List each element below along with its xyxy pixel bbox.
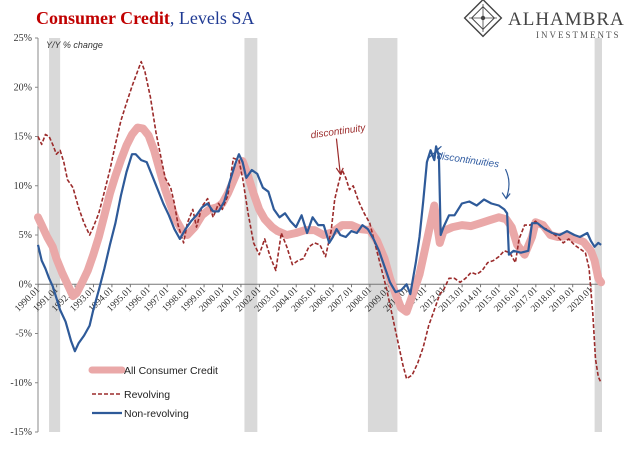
logo-diamond-icon (463, 0, 503, 38)
series-line-nonrev (36, 145, 602, 353)
y-tick-label: 0% (19, 279, 32, 290)
logo-subtitle: INVESTMENTS (536, 30, 621, 40)
y-tick-label: -15% (10, 427, 32, 438)
annotation-arrowhead (434, 145, 442, 155)
recession-bands (49, 38, 602, 432)
recession-band (49, 38, 61, 432)
annotation-arrowhead (335, 167, 344, 176)
chart-title: Consumer Credit, Levels SA (36, 8, 254, 28)
y-tick-label: 15% (14, 132, 32, 143)
logo: ALHAMBRA INVESTMENTS (463, 0, 625, 40)
legend-label-rev: Revolving (124, 389, 170, 401)
y-tick-label: -10% (10, 378, 32, 389)
legend-label-nonrev: Non-revolving (124, 408, 189, 420)
logo-name: ALHAMBRA (508, 9, 625, 30)
y-tick-label: 5% (19, 230, 32, 241)
y-axis-label: Y/Y % change (46, 40, 103, 50)
annotation-arrow (335, 138, 341, 174)
y-tick-label: 25% (14, 33, 32, 44)
y-tick-label: -5% (15, 329, 32, 340)
series-lines (34, 60, 606, 384)
annotation-arrow (504, 168, 510, 199)
y-tick-label: 20% (14, 82, 32, 93)
recession-band (594, 38, 602, 432)
annotation-arrowhead (501, 192, 511, 200)
chart-title-rest: , Levels SA (170, 8, 255, 28)
legend-label-all: All Consumer Credit (124, 365, 218, 377)
chart-title-main: Consumer Credit (36, 8, 170, 28)
legend: All Consumer Credit Revolving Non-revolvin… (88, 365, 218, 420)
series-line-rev (37, 60, 602, 384)
annotation-discontinuities: discontinuities (436, 151, 500, 171)
y-tick-label: 10% (14, 181, 32, 192)
recession-band (244, 38, 258, 432)
annotations: discontinuity discontinuities (310, 123, 511, 200)
annotation-discontinuity: discontinuity (310, 123, 367, 142)
